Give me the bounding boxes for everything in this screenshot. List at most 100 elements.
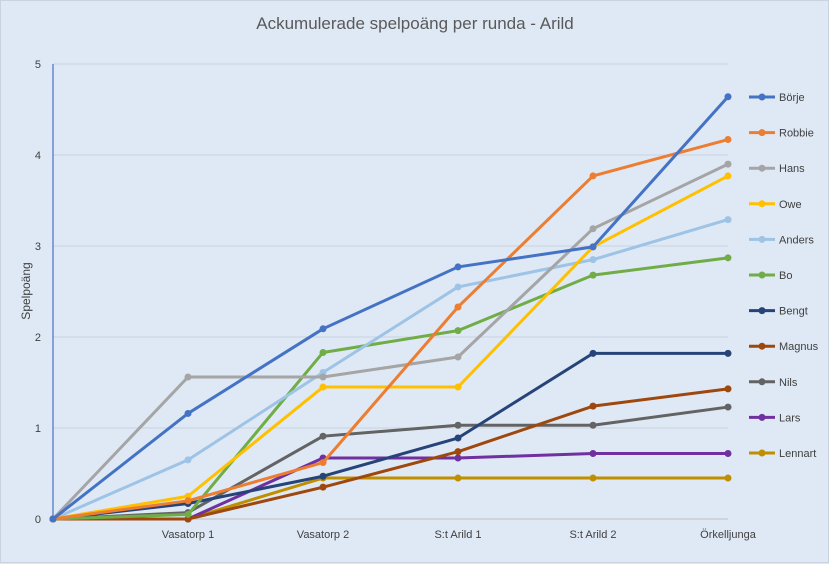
legend-label: Anders [779,234,814,246]
legend-entry: Owe [749,199,802,211]
legend: Börje Robbie Hans Owe Anders Bo Bengt Magnus Nil… [749,92,819,460]
data-point [454,327,462,335]
data-point [319,325,327,333]
series-Lars [49,449,732,523]
series-Hans [49,160,732,523]
data-point [724,136,732,144]
data-point [724,93,732,101]
data-point [589,474,597,482]
series-line [52,95,730,521]
data-point [454,454,462,462]
data-point [184,456,192,464]
series-line [52,351,728,521]
legend-marker [758,378,766,386]
data-point [589,243,597,251]
series-line [52,405,729,521]
legend-marker [758,413,766,421]
legend-marker [758,307,766,315]
y-tick-label: 2 [35,332,41,344]
legend-entry: Anders [749,234,814,246]
legend-entry: Nils [749,377,798,389]
data-point [589,449,597,457]
data-point [724,449,732,457]
data-point [319,373,327,381]
series-line [52,138,729,521]
data-point [184,497,192,505]
legend-label: Lennart [779,448,816,460]
data-point [49,515,57,523]
y-tick-label: 3 [35,241,41,253]
data-point [724,172,732,180]
series-line [52,256,729,521]
data-point [724,385,732,393]
data-point [319,432,327,440]
x-tick-label: S:t Arild 2 [569,529,616,541]
series-Börje [49,93,732,523]
data-point [184,409,192,417]
data-point [589,402,597,410]
legend-marker [758,164,766,172]
x-tick-label: Vasatorp 1 [162,529,214,541]
legend-marker [758,342,766,350]
legend-label: Magnus [779,341,819,353]
series-Bengt [49,349,732,523]
data-point [589,349,597,357]
gridlines [53,63,728,429]
data-point [724,254,732,262]
legend-marker [758,449,766,457]
data-point [184,373,192,381]
legend-label: Nils [779,377,798,389]
legend-entry: Lennart [749,448,816,460]
legend-entry: Lars [749,412,801,424]
data-point [724,474,732,482]
legend-label: Hans [779,163,805,175]
data-point [454,283,462,291]
data-point [454,383,462,391]
data-point [724,349,732,357]
y-tick-label: 0 [35,514,41,526]
data-point [589,172,597,180]
y-tick-label: 4 [35,150,41,162]
data-point [454,474,462,482]
data-point [724,216,732,224]
legend-marker [758,235,766,243]
data-point [724,160,732,168]
series-line [51,162,729,521]
data-point [589,225,597,233]
data-point [589,256,597,264]
legend-label: Bo [779,270,792,282]
y-tick-label: 1 [35,423,41,435]
data-point [454,448,462,456]
series-Anders [49,216,732,523]
legend-marker [758,200,766,208]
data-point [724,403,732,411]
data-point [319,483,327,491]
data-point [319,348,327,356]
series-lines [49,93,732,523]
data-point [454,421,462,429]
x-tick-label: Örkelljunga [700,529,757,541]
legend-entry: Robbie [749,128,814,140]
legend-entry: Börje [749,92,805,104]
legend-marker [758,93,766,101]
x-tick-label: S:t Arild 1 [434,529,481,541]
legend-marker [758,129,766,137]
series-line [53,451,728,521]
series-line [53,387,729,521]
data-point [319,383,327,391]
legend-entry: Hans [749,163,805,175]
x-tick-label: Vasatorp 2 [297,529,349,541]
legend-label: Lars [779,412,801,424]
data-point [589,271,597,279]
legend-entry: Bo [749,270,792,282]
data-point [454,353,462,361]
legend-entry: Magnus [749,341,819,353]
data-point [589,421,597,429]
legend-label: Owe [779,199,802,211]
data-point [454,263,462,271]
legend-label: Robbie [779,128,814,140]
legend-marker [758,271,766,279]
y-tick-label: 5 [35,59,41,71]
